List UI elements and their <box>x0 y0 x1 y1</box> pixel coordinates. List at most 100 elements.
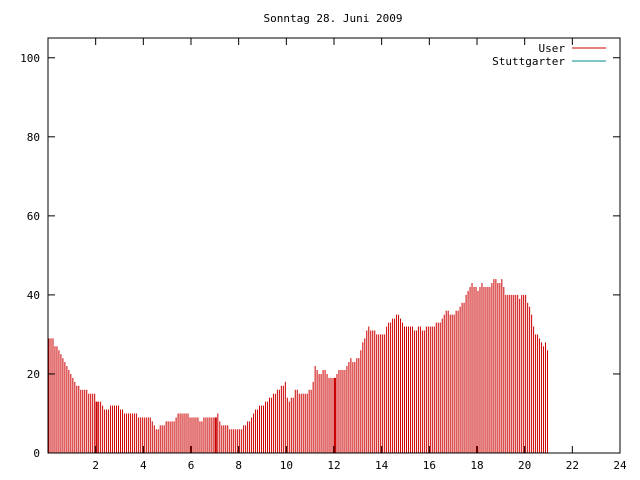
bar <box>320 373 322 453</box>
bar <box>318 373 320 453</box>
bar <box>517 294 519 453</box>
legend-label: User <box>539 42 566 55</box>
bar <box>489 287 491 453</box>
x-tick-label: 14 <box>375 459 389 472</box>
bar <box>447 310 449 453</box>
bar <box>437 322 439 453</box>
bar <box>417 326 419 453</box>
bar <box>298 393 300 453</box>
bar <box>60 354 62 453</box>
bar <box>199 421 201 453</box>
bar <box>112 405 114 453</box>
bar <box>453 314 455 453</box>
bar <box>114 405 116 453</box>
bar <box>525 294 527 453</box>
bar <box>274 393 276 453</box>
bar <box>243 425 245 453</box>
bar <box>364 338 366 453</box>
bar <box>505 294 507 453</box>
bar <box>495 279 497 453</box>
bar <box>48 338 50 453</box>
bar <box>253 413 255 453</box>
bar <box>461 302 463 453</box>
bar <box>64 362 66 453</box>
bar <box>259 405 261 453</box>
bar <box>261 405 263 453</box>
bar <box>233 429 235 453</box>
bar <box>239 429 241 453</box>
bar <box>312 381 314 453</box>
bar <box>270 397 272 453</box>
bar <box>52 338 54 453</box>
bar <box>141 417 143 453</box>
bar <box>56 346 58 453</box>
bar <box>419 326 421 453</box>
bar <box>62 358 64 453</box>
x-tick-label: 4 <box>140 459 147 472</box>
bar <box>541 342 543 453</box>
bar <box>405 326 407 453</box>
bar <box>479 287 481 453</box>
bar <box>286 397 288 453</box>
bar <box>177 413 179 453</box>
bar <box>547 350 549 453</box>
bar <box>183 413 185 453</box>
bar <box>131 413 133 453</box>
bar <box>328 377 330 453</box>
bar <box>344 370 346 453</box>
bar <box>425 326 427 453</box>
bar <box>133 413 135 453</box>
bar <box>193 417 195 453</box>
bar <box>300 393 302 453</box>
legend-label: Stuttgarter <box>492 55 565 68</box>
bar <box>322 370 324 453</box>
bar <box>531 314 533 453</box>
bar <box>340 370 342 453</box>
bar <box>366 330 368 453</box>
bar <box>280 385 282 453</box>
bar <box>402 322 404 453</box>
bar <box>396 314 398 453</box>
bar <box>471 283 473 453</box>
bar <box>213 417 215 453</box>
bar <box>145 417 147 453</box>
bar <box>435 322 437 453</box>
bar <box>429 326 431 453</box>
bar <box>179 413 181 453</box>
bar <box>197 417 199 453</box>
bar <box>372 330 374 453</box>
bars-group <box>48 279 549 453</box>
bar <box>104 409 106 453</box>
bar <box>421 330 423 453</box>
bar <box>423 330 425 453</box>
bar <box>487 287 489 453</box>
bar <box>90 393 92 453</box>
y-tick-label: 40 <box>27 289 40 302</box>
bar <box>459 306 461 453</box>
bar <box>98 401 100 453</box>
bar <box>255 409 257 453</box>
bar <box>533 326 535 453</box>
bar <box>221 425 223 453</box>
bar <box>205 417 207 453</box>
bar <box>443 314 445 453</box>
bar <box>262 405 264 453</box>
bar <box>374 330 376 453</box>
bar <box>149 417 151 453</box>
bar <box>268 397 270 453</box>
bar <box>167 421 169 453</box>
bar <box>116 405 118 453</box>
bar <box>257 409 259 453</box>
bar <box>360 350 362 453</box>
bar <box>237 429 239 453</box>
bar <box>382 334 384 453</box>
bar <box>411 326 413 453</box>
bar <box>346 366 348 453</box>
bar <box>469 287 471 453</box>
bar <box>473 287 475 453</box>
bar <box>513 294 515 453</box>
bar <box>354 362 356 453</box>
bar <box>92 393 94 453</box>
x-tick-label: 22 <box>566 459 579 472</box>
